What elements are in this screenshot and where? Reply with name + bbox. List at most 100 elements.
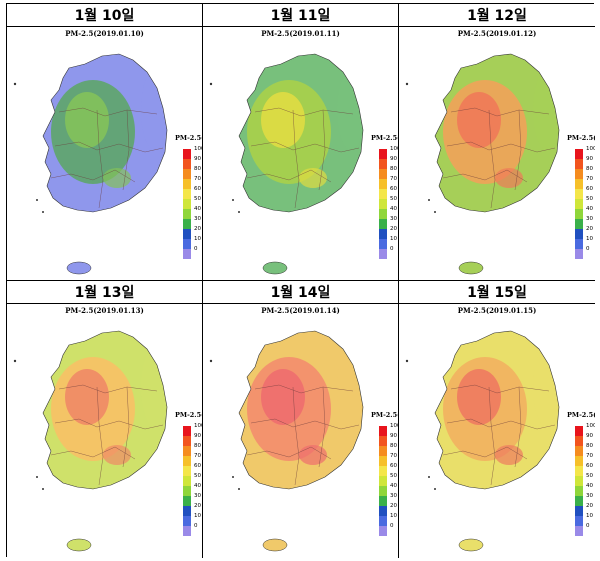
legend-tick-label: 10 <box>194 236 201 242</box>
panel-date-title: 1월 11일 <box>203 4 398 27</box>
small-island <box>209 82 213 86</box>
legend-color-swatch <box>183 239 191 249</box>
korea-pm25-map <box>13 330 168 552</box>
legend-color-swatch <box>575 506 583 516</box>
legend-tick-label: 70 <box>194 176 201 182</box>
color-scale-legend <box>379 426 387 536</box>
map-panel: 1월 15일PM-2.5(2019.01.15)PM-2.5(㎍10090807… <box>399 281 595 558</box>
jeju-island <box>262 538 288 552</box>
jeju-island <box>262 261 288 275</box>
legend-tick-label: 60 <box>586 463 593 469</box>
legend-color-swatch <box>379 219 387 229</box>
legend-color-swatch <box>575 456 583 466</box>
map-panel: 1월 11일PM-2.5(2019.01.11)PM-2.5(㎍10090807… <box>203 4 399 281</box>
map-panel: 1월 14일PM-2.5(2019.01.14)PM-2.5(㎍10090807… <box>203 281 399 558</box>
legend-color-swatch <box>575 149 583 159</box>
legend-color-swatch <box>183 199 191 209</box>
legend-tick-label: 20 <box>194 226 201 232</box>
province-boundaries <box>50 107 164 209</box>
panel-date-title: 1월 13일 <box>7 281 202 304</box>
legend-tick-label: 10 <box>194 513 201 519</box>
color-scale-legend <box>183 426 191 536</box>
legend-color-swatch <box>183 516 191 526</box>
legend-color-swatch <box>183 486 191 496</box>
legend-tick-label: 60 <box>194 463 201 469</box>
legend-color-swatch <box>183 496 191 506</box>
legend-color-swatch <box>379 526 387 536</box>
small-island <box>405 359 409 363</box>
small-island <box>13 82 17 86</box>
legend-tick-label: 80 <box>586 166 593 172</box>
legend-tick-label: 20 <box>586 503 593 509</box>
jeju-island <box>458 538 484 552</box>
east-coast-zone <box>141 70 167 150</box>
small-island <box>36 476 38 478</box>
legend-tick-label: 30 <box>390 493 397 499</box>
legend-color-swatch <box>183 456 191 466</box>
legend-tick-label: 90 <box>390 433 397 439</box>
small-island <box>434 211 436 213</box>
legend-tick-label: 60 <box>390 463 397 469</box>
legend-tick-label: 40 <box>390 483 397 489</box>
legend-color-swatch <box>379 516 387 526</box>
legend-tick-label: 0 <box>194 246 198 252</box>
legend-tick-label: 90 <box>390 156 397 162</box>
panel-date-title: 1월 15일 <box>399 281 595 304</box>
small-island <box>232 476 234 478</box>
legend-color-swatch <box>575 229 583 239</box>
legend-color-swatch <box>575 249 583 259</box>
map-title: PM-2.5(2019.01.10) <box>65 29 144 38</box>
pollution-hotspot <box>457 369 501 425</box>
legend-tick-label: 30 <box>194 493 201 499</box>
panel-date-title: 1월 10일 <box>7 4 202 27</box>
legend-color-swatch <box>183 179 191 189</box>
legend-color-swatch <box>379 229 387 239</box>
korea-pm25-map <box>13 53 168 275</box>
pollution-hotspot <box>65 92 109 148</box>
color-scale-legend <box>183 149 191 259</box>
east-coast-zone <box>337 347 363 427</box>
legend-tick-label: 50 <box>390 196 397 202</box>
legend-tick-label: 80 <box>390 166 397 172</box>
legend-color-swatch <box>379 159 387 169</box>
legend-color-swatch <box>183 436 191 446</box>
legend-color-swatch <box>183 209 191 219</box>
legend-color-swatch <box>575 486 583 496</box>
east-coast-zone <box>533 70 559 150</box>
legend-tick-label: 70 <box>586 176 593 182</box>
legend-color-swatch <box>575 466 583 476</box>
legend-tick-label: 50 <box>586 196 593 202</box>
legend-tick-label: 100 <box>586 423 595 429</box>
legend-tick-label: 40 <box>586 483 593 489</box>
legend-tick-label: 0 <box>390 246 394 252</box>
jeju-island <box>66 538 92 552</box>
legend-tick-label: 30 <box>586 216 593 222</box>
small-island <box>434 488 436 490</box>
legend-color-swatch <box>183 426 191 436</box>
legend-color-swatch <box>379 446 387 456</box>
legend-color-swatch <box>183 446 191 456</box>
east-coast-zone <box>533 347 559 427</box>
legend-tick-label: 60 <box>390 186 397 192</box>
korea-pm25-map <box>209 53 364 275</box>
map-title: PM-2.5(2019.01.11) <box>261 29 340 38</box>
legend-color-swatch <box>575 169 583 179</box>
legend-title: PM-2.5(㎍ <box>175 411 202 419</box>
legend-tick-label: 50 <box>194 196 201 202</box>
legend-tick-label: 20 <box>194 503 201 509</box>
map-title: PM-2.5(2019.01.15) <box>457 306 537 315</box>
small-island <box>42 488 44 490</box>
legend-color-swatch <box>379 496 387 506</box>
korea-pm25-map <box>405 53 560 275</box>
map-panel: 1월 12일PM-2.5(2019.01.12)PM-2.5(㎍10090807… <box>399 4 595 281</box>
pollution-hotspot <box>457 92 501 148</box>
jeju-island <box>66 261 92 275</box>
pollution-hotspot <box>261 369 305 425</box>
legend-tick-label: 90 <box>586 433 593 439</box>
legend-tick-label: 100 <box>390 146 398 152</box>
small-island <box>428 476 430 478</box>
legend-color-swatch <box>183 149 191 159</box>
